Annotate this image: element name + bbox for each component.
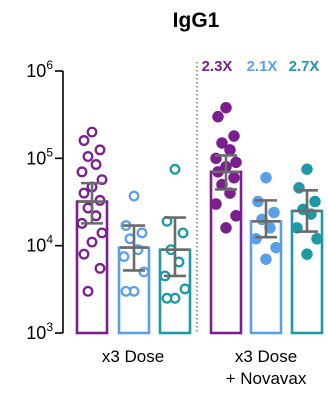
- data-point: [230, 156, 242, 169]
- fold-change-label: 2.3X: [202, 58, 233, 75]
- bar-group: [75, 126, 109, 335]
- chart-title: IgG1: [173, 9, 220, 32]
- y-tick-label: 104: [26, 233, 53, 256]
- data-point: [270, 241, 282, 254]
- bar-group: [290, 163, 324, 335]
- data-point: [78, 248, 90, 260]
- group-label: x3 Dose: [102, 347, 164, 366]
- data-point: [228, 171, 240, 184]
- data-point: [120, 285, 132, 297]
- data-point: [216, 137, 228, 149]
- bar-group: [158, 163, 192, 335]
- data-point: [118, 251, 130, 263]
- data-point: [86, 126, 98, 138]
- data-point: [212, 110, 224, 123]
- error-bar: [78, 181, 106, 225]
- error-bar: [252, 199, 280, 239]
- data-point: [82, 285, 94, 297]
- data-point: [309, 195, 321, 208]
- data-point: [301, 248, 313, 260]
- data-point: [82, 151, 94, 162]
- bar-group: [117, 190, 151, 335]
- group-label: + Novavax: [226, 369, 307, 388]
- data-point: [230, 210, 242, 222]
- data-point: [90, 159, 102, 170]
- data-point: [138, 266, 150, 278]
- data-point: [78, 135, 90, 146]
- bar-group: [209, 101, 243, 335]
- data-point: [136, 227, 148, 239]
- data-point: [260, 253, 272, 265]
- error-bar: [120, 224, 148, 272]
- error-bar: [293, 189, 321, 233]
- data-point: [96, 227, 108, 239]
- y-tick-label: 106: [26, 58, 53, 81]
- data-point: [128, 190, 140, 202]
- data-point: [220, 222, 232, 234]
- error-bar: [161, 216, 189, 278]
- fold-change-label: 2.1X: [247, 58, 278, 75]
- data-point: [260, 171, 272, 184]
- data-point: [268, 206, 280, 219]
- group-label: x3 Dose: [235, 347, 297, 366]
- data-point: [224, 144, 236, 156]
- y-tick-label: 105: [26, 145, 53, 168]
- data-point: [94, 144, 106, 156]
- data-point: [311, 233, 323, 245]
- y-tick-label: 103: [26, 320, 53, 343]
- data-point: [177, 227, 189, 239]
- data-point: [86, 236, 98, 248]
- fold-change-label: 2.7X: [289, 58, 320, 75]
- data-point: [228, 130, 240, 142]
- data-point: [301, 163, 313, 175]
- data-point: [161, 292, 173, 304]
- data-point: [78, 187, 90, 199]
- data-point: [210, 198, 222, 210]
- data-point: [250, 233, 262, 245]
- error-bar: [212, 154, 240, 191]
- data-point: [169, 163, 181, 175]
- bar-group: [249, 171, 283, 335]
- data-point: [220, 101, 232, 114]
- data-point: [94, 262, 106, 274]
- data-point: [76, 166, 88, 178]
- data-point: [179, 283, 191, 295]
